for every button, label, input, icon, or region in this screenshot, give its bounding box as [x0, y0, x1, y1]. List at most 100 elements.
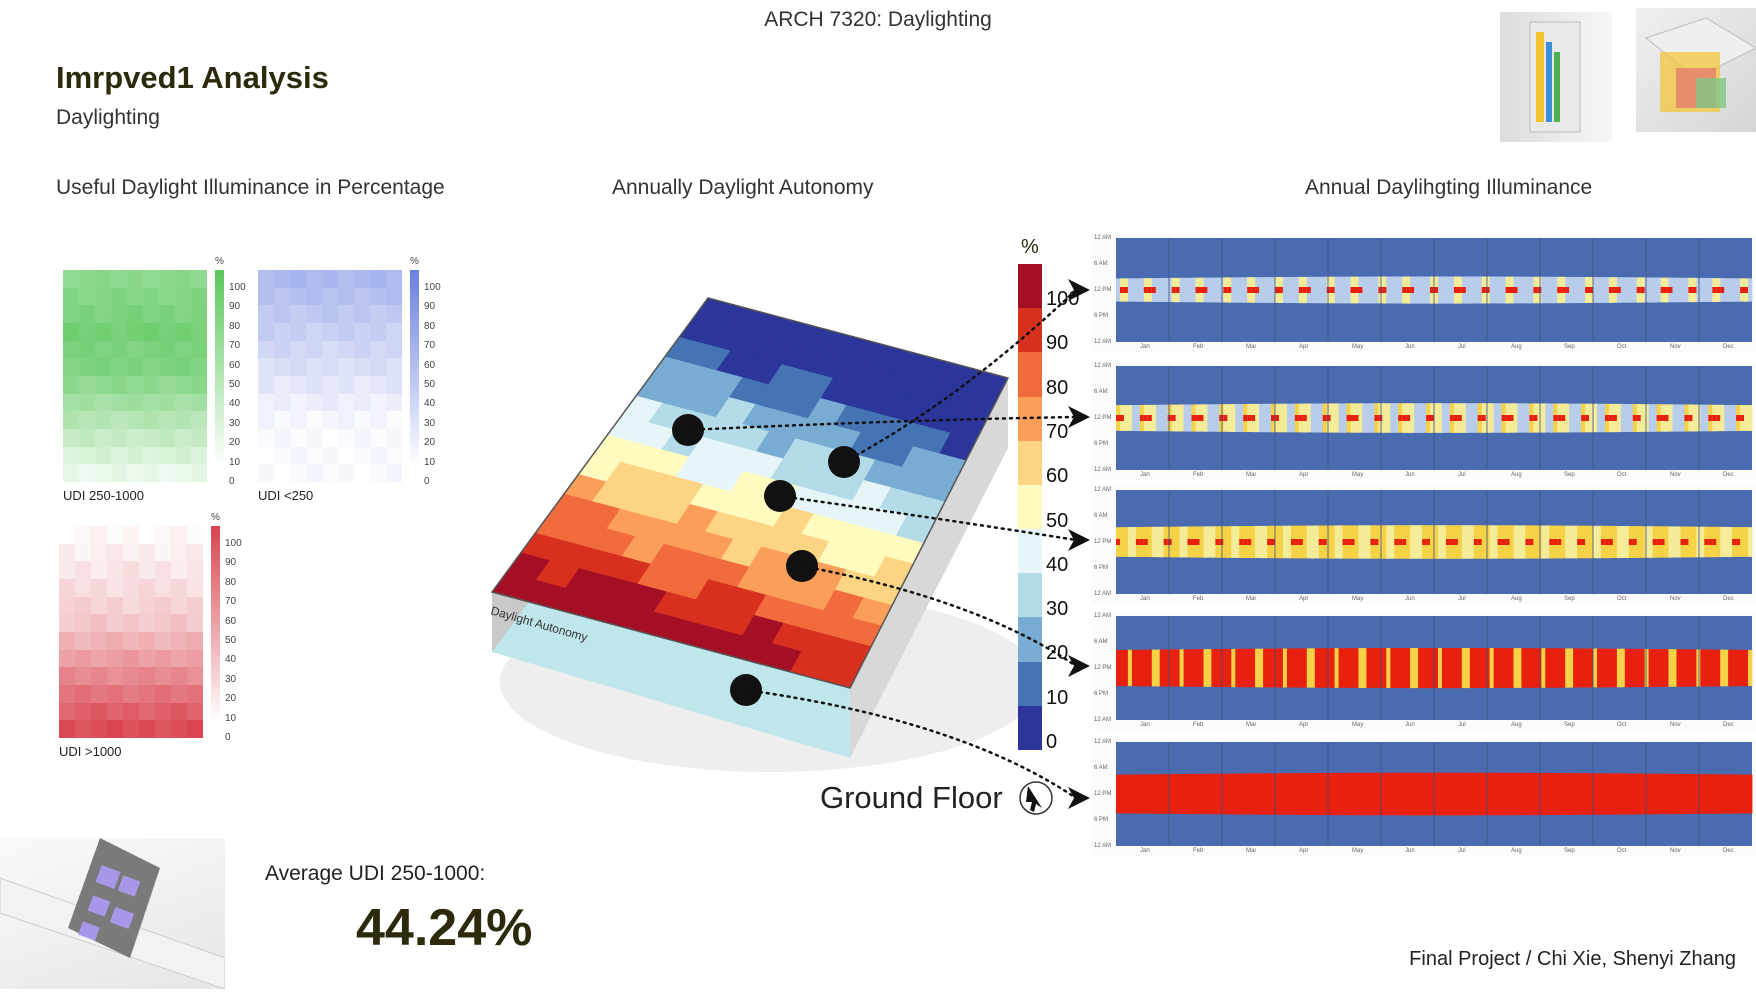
udi-cell: [159, 287, 175, 306]
udi-cell: [91, 649, 107, 668]
heatmap-month-label: Dec: [1723, 848, 1734, 854]
udi-cell: [290, 375, 306, 394]
udi-cell: [274, 270, 290, 288]
udi-cell: [79, 428, 95, 447]
udi-cell: [258, 305, 274, 323]
udi-cell: [91, 631, 107, 650]
udi-scale-tick: 30: [229, 417, 241, 429]
udi-scale-tick: 20: [424, 437, 436, 449]
udi-cell: [274, 358, 290, 376]
udi-cell: [75, 614, 91, 632]
udi-cell: [187, 684, 203, 703]
udi-cell: [91, 702, 107, 721]
udi-cell: [175, 305, 191, 323]
da-scale-unit: %: [1021, 236, 1039, 258]
udi-cell: [290, 393, 306, 412]
arrow-head-icon: [1068, 406, 1090, 428]
udi-cell: [290, 305, 306, 323]
udi-cell: [127, 375, 143, 394]
heatmap-month-label: Jun: [1405, 344, 1415, 350]
da-scale-label: 100: [1046, 288, 1080, 310]
udi-cell: [306, 428, 322, 447]
udi-cell: [187, 720, 203, 738]
udi-cell: [75, 720, 91, 738]
udi-cell: [386, 287, 402, 306]
udi-cell: [175, 358, 191, 376]
udi-cell: [354, 428, 370, 447]
udi-cell: [175, 428, 191, 447]
heatmap-month-label: Jan: [1140, 722, 1150, 728]
heatmap-hour-label: 6 AM: [1094, 765, 1108, 771]
udi-scale-tick: 100: [229, 282, 246, 293]
udi-cell: [95, 305, 111, 323]
udi-cell: [139, 702, 155, 721]
udi-cell: [175, 393, 191, 412]
model-outline: [490, 297, 1010, 689]
udi-cell: [95, 446, 111, 465]
udi-cell: [171, 667, 187, 685]
heatmap-svg: [1116, 742, 1753, 846]
da-scale-swatch: [1018, 484, 1042, 530]
udi-scale-tick: 40: [225, 654, 237, 666]
udi-scale-tick: 90: [225, 557, 237, 569]
heatmap-month-label: Nov: [1670, 848, 1681, 854]
udi-cell: [159, 464, 175, 482]
heatmap-month-label: Feb: [1193, 344, 1204, 350]
udi-cell: [258, 287, 274, 306]
udi-cell: [175, 322, 191, 341]
udi-cell: [338, 428, 354, 447]
udi-cell: [75, 649, 91, 668]
heatmap-hour-label: 12 PM: [1094, 791, 1112, 797]
udi-cell: [159, 322, 175, 341]
udi-scale-tick: 0: [424, 476, 430, 487]
heatmap-month-label: Jul: [1458, 722, 1466, 728]
heatmap-month-label: Jun: [1405, 472, 1415, 478]
heatmap-hour-label: 12 AM: [1094, 363, 1112, 369]
heatmap-month-label: Jul: [1458, 344, 1466, 350]
udi-cell: [187, 614, 203, 632]
udi-cell: [191, 270, 207, 288]
udi-cell: [306, 340, 322, 359]
udi-cell: [354, 375, 370, 394]
udi-cell: [187, 526, 203, 544]
udi-map-1: [258, 270, 402, 482]
udi-cell: [370, 375, 386, 394]
udi-cell: [155, 702, 171, 721]
udi-cell: [79, 287, 95, 306]
udi-scale-tick: 90: [424, 301, 436, 313]
udi-cell: [111, 375, 127, 394]
heatmap-month-label: May: [1352, 722, 1364, 728]
udi-cell: [59, 596, 75, 615]
udi-cell: [79, 270, 95, 288]
model-side-wall: [850, 378, 1008, 758]
heatmap-month-label: Oct: [1617, 596, 1627, 602]
udi-cell: [75, 631, 91, 650]
udi-cell: [322, 287, 338, 306]
udi-cell: [139, 543, 155, 562]
udi-cell: [155, 667, 171, 685]
udi-cell: [127, 358, 143, 376]
udi-cell: [143, 287, 159, 306]
udi-cell: [290, 446, 306, 465]
udi-cell: [370, 411, 386, 429]
udi-map-label: UDI 250-1000: [63, 488, 144, 503]
udi-cell: [59, 684, 75, 703]
udi-cell: [258, 393, 274, 412]
average-udi-label: Average UDI 250-1000:: [265, 862, 486, 885]
udi-cell: [59, 702, 75, 721]
udi-cell: [107, 561, 123, 579]
heatmap-month-label: Jul: [1458, 596, 1466, 602]
udi-cell: [370, 393, 386, 412]
heatmap-hour-label: 12 AM: [1094, 487, 1112, 493]
ground-floor-label: Ground Floor: [820, 780, 1003, 815]
da-scale-swatch: [1018, 661, 1042, 707]
udi-cell: [127, 322, 143, 341]
building-render-1: [1529, 21, 1581, 133]
building-render-thumbnail-2: [1636, 8, 1756, 132]
heatmap-month-label: Oct: [1617, 472, 1627, 478]
connector-line: [800, 564, 1078, 668]
heatmap-month-label: Dec: [1723, 472, 1734, 478]
udi-cell: [111, 287, 127, 306]
udi-cell: [338, 340, 354, 359]
